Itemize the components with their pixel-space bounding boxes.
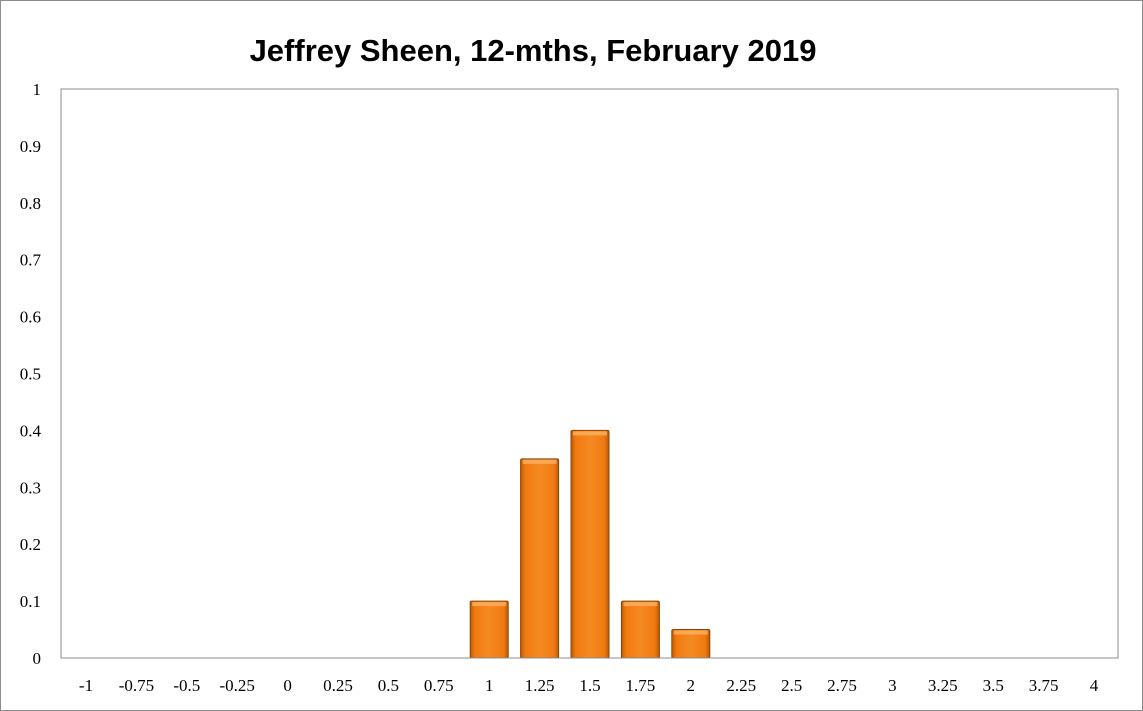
- x-tick-label: 2.75: [827, 676, 857, 695]
- y-tick-label: 1: [33, 80, 42, 99]
- x-tick-label: 2.25: [726, 676, 756, 695]
- x-tick-label: 0.5: [378, 676, 399, 695]
- x-tick-label: -0.25: [219, 676, 254, 695]
- bar: [469, 600, 509, 659]
- bar: [671, 629, 711, 659]
- x-tick-label: -1: [79, 676, 93, 695]
- x-tick-label: -0.5: [173, 676, 200, 695]
- x-tick-label: 1: [485, 676, 494, 695]
- bar-highlight: [522, 459, 557, 464]
- bar: [570, 429, 610, 659]
- x-tick-label: 4: [1090, 676, 1099, 695]
- y-tick-label: 0.9: [20, 137, 41, 156]
- x-tick-label: 1.75: [626, 676, 656, 695]
- bars: [469, 429, 711, 659]
- y-tick-label: 0.8: [20, 194, 41, 213]
- x-tick-label: 3.5: [983, 676, 1004, 695]
- y-tick-label: 0.5: [20, 365, 41, 384]
- x-tick-label: 2: [687, 676, 696, 695]
- bar-body: [469, 600, 509, 659]
- bar-highlight: [673, 630, 708, 635]
- x-tick-label: -0.75: [119, 676, 154, 695]
- x-tick-label: 0.75: [424, 676, 454, 695]
- x-tick-label: 1.25: [525, 676, 555, 695]
- x-tick-label: 3.25: [928, 676, 958, 695]
- bar: [620, 600, 660, 659]
- bar-body: [520, 458, 560, 659]
- chart-title: Jeffrey Sheen, 12-mths, February 2019: [250, 33, 817, 68]
- bar-body: [570, 429, 610, 659]
- bar-highlight: [472, 602, 507, 607]
- x-tick-label: 1.5: [579, 676, 600, 695]
- y-tick-label: 0.6: [20, 308, 41, 327]
- y-tick-label: 0: [33, 649, 42, 668]
- bar-highlight: [573, 431, 607, 436]
- bar-body: [620, 600, 660, 659]
- y-tick-label: 0.4: [20, 421, 42, 440]
- x-axis-tick-labels: -1 -0.75 -0.5 -0.25 0 0.25 0.5 0.75 1 1.25 1.5 1.75…: [79, 676, 1099, 695]
- bar: [520, 458, 560, 659]
- y-tick-label: 0.1: [20, 592, 41, 611]
- x-tick-label: 0: [283, 676, 292, 695]
- y-tick-label: 0.3: [20, 478, 41, 497]
- y-tick-label: 0.2: [20, 535, 41, 554]
- x-tick-label: 0.25: [323, 676, 353, 695]
- x-tick-label: 2.5: [781, 676, 802, 695]
- y-axis-tick-labels: 0 0.1 0.2 0.3 0.4 0.5 0.6 0.7 0.8 0.9 1: [20, 80, 42, 668]
- x-tick-label: 3: [888, 676, 897, 695]
- x-tick-label: 3.75: [1029, 676, 1059, 695]
- y-tick-label: 0.7: [20, 251, 42, 270]
- bar-highlight: [623, 602, 658, 607]
